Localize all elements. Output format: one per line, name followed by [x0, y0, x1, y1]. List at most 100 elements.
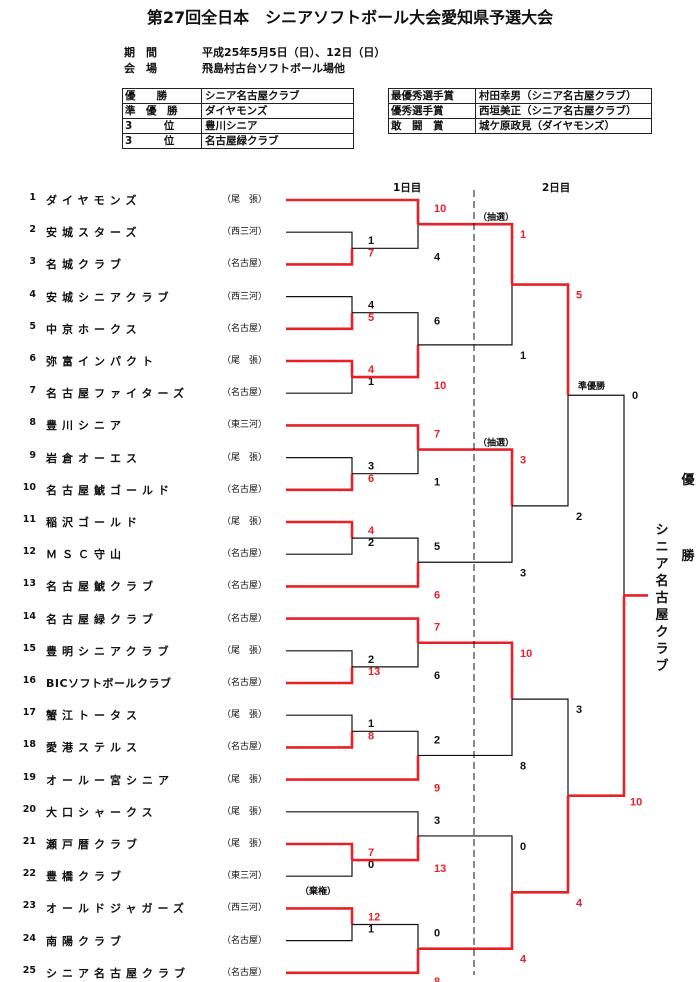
team-number: 20: [22, 803, 36, 815]
team-name: 蟹江トータス: [46, 709, 142, 723]
winner-path: [286, 359, 354, 378]
team-region: （尾 張）: [222, 710, 268, 721]
team-row: 17 蟹江トータス （尾 張）: [0, 707, 280, 723]
team-name: 中京ホークス: [46, 322, 142, 336]
awards-table: 最優秀選手賞 村田幸男（シニア名古屋クラブ） 優秀選手賞 西垣美正（シニア名古屋クラ…: [388, 88, 652, 134]
team-region: （名古屋）: [222, 678, 268, 688]
team-region: （名古屋）: [222, 935, 268, 946]
team-row: 15 豊明シニアクラブ （尾 張）: [0, 643, 280, 659]
team-number: 4: [29, 288, 36, 300]
winner-path: [352, 344, 420, 379]
team-row: 7 名古屋ファイターズ （名古屋）: [0, 385, 280, 401]
team-name: 名城クラブ: [46, 258, 126, 272]
loser-path: [418, 835, 513, 893]
winner-path: [286, 842, 354, 861]
score-label: 0: [520, 841, 526, 853]
venue-label: 会 場: [124, 62, 157, 75]
score-label: 3: [368, 461, 374, 473]
team-number: 11: [22, 514, 36, 525]
score-label: 2: [368, 654, 374, 666]
loser-path: [512, 395, 569, 507]
loser-path: [352, 537, 419, 563]
team-row: 16 BICソフトボールクラブ （名古屋）: [0, 675, 280, 691]
team-name: 名古屋鯱ゴールド: [46, 483, 174, 497]
score-label: 9: [434, 783, 440, 795]
team-number: 5: [29, 320, 36, 332]
winner-path: [418, 892, 514, 950]
score-label: 1: [520, 350, 526, 362]
team-region: （名古屋）: [222, 388, 268, 399]
placing-team: 豊川シニア: [205, 120, 258, 132]
loser-path: [418, 505, 513, 563]
score-label: 0: [632, 390, 638, 402]
team-number: 1: [29, 192, 36, 203]
score-label: 1: [368, 235, 374, 247]
placing-rank: 3 位: [125, 134, 202, 148]
loser-path: [286, 231, 353, 249]
placings-table: 優 勝シニア名古屋クラブ 準 優 勝ダイヤモンズ 3 位豊川シニア 3 位名古屋…: [122, 88, 354, 149]
team-name: 豊橋クラブ: [46, 870, 126, 884]
score-label: 6: [368, 473, 374, 485]
loser-path: [352, 642, 419, 668]
team-name: 安城シニアクラブ: [46, 290, 174, 304]
team-name: 名古屋ファイターズ: [46, 387, 190, 401]
winner-path: [286, 755, 420, 781]
award-name: 最優秀選手賞: [391, 89, 476, 103]
score-label: 10: [434, 380, 446, 392]
score-label: 4: [434, 251, 441, 263]
team-number: 14: [22, 610, 36, 622]
score-label: 3: [520, 455, 526, 467]
score-label: 1: [368, 718, 374, 730]
team-name: 稲沢ゴールド: [46, 516, 142, 529]
team-row: 20 大口シャークス （尾 張）: [0, 804, 280, 820]
team-row: 4 安城シニアクラブ （西三河）: [0, 289, 280, 305]
loser-path: [286, 714, 353, 732]
score-label: 4: [576, 897, 583, 909]
loser-path: [512, 698, 569, 796]
placing-row: 準 優 勝ダイヤモンズ: [123, 104, 353, 119]
winner-path: [286, 312, 354, 331]
period-row: 期 間 平成25年5月5日（日）、12日（日）: [124, 44, 424, 59]
team-name: シニア名古屋クラブ: [46, 966, 190, 980]
team-name: 南陽クラブ: [46, 934, 126, 948]
score-label: 10: [630, 797, 642, 809]
team-number: 22: [22, 868, 36, 880]
award-person: 西垣美正（シニア名古屋クラブ）: [479, 105, 637, 117]
score-label: 1: [368, 924, 374, 936]
winner-path: [286, 948, 420, 975]
team-number: 10: [22, 481, 36, 493]
team-region: （尾 張）: [222, 356, 268, 366]
team-row: 18 愛港ステルス （名古屋）: [0, 739, 280, 755]
score-label: 10: [434, 203, 446, 215]
score-label: 1: [520, 229, 526, 241]
team-region: （名古屋）: [222, 581, 268, 592]
team-name: 大口シャークス: [46, 805, 158, 819]
winner-path: [418, 641, 514, 700]
score-label: 7: [434, 428, 440, 440]
winner-path: [286, 731, 354, 749]
score-label: 13: [434, 863, 446, 875]
team-number: 15: [22, 642, 36, 654]
placing-rank: 優 勝: [125, 89, 202, 103]
team-name: 豊明シニアクラブ: [46, 644, 174, 658]
score-label: 7: [368, 247, 374, 259]
day2-header: 2日目: [542, 182, 571, 194]
team-row: 10 名古屋鯱ゴールド （名古屋）: [0, 482, 280, 498]
team-row: 21 瀬戸暦クラブ （尾 張）: [0, 836, 280, 852]
loser-path: [418, 284, 513, 346]
team-region: （尾 張）: [222, 806, 268, 817]
winner-path: [418, 448, 514, 506]
team-number: 18: [22, 739, 36, 751]
team-region: （西三河）: [222, 291, 268, 302]
winner-path: [286, 248, 354, 266]
team-region: （名古屋）: [222, 967, 268, 978]
score-label: 6: [434, 670, 440, 682]
team-region: （名古屋）: [222, 484, 268, 495]
team-region: （尾 張）: [222, 517, 268, 527]
award-row: 最優秀選手賞 村田幸男（シニア名古屋クラブ）: [389, 89, 651, 104]
team-number: 24: [22, 932, 36, 944]
winner-path: [418, 222, 514, 285]
placing-team: ダイヤモンズ: [205, 105, 268, 117]
winner-path: [286, 562, 420, 588]
